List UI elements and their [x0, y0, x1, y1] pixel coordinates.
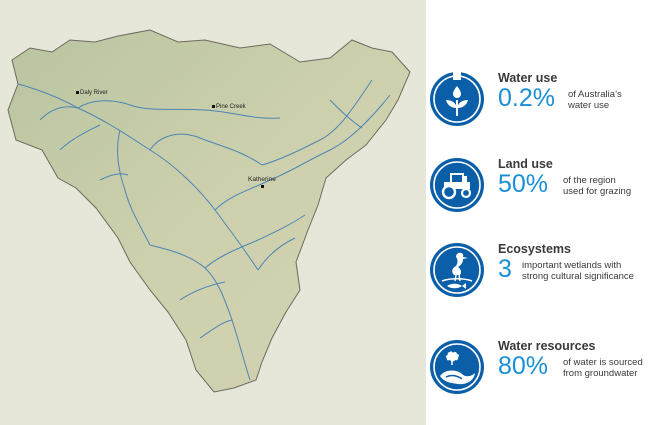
town-marker — [212, 104, 215, 108]
catchment-boundary — [7, 29, 411, 393]
stat-description-line1: of water is sourced — [563, 357, 643, 368]
tractor-icon — [430, 158, 484, 212]
town-daly-river: Daly River — [76, 90, 108, 96]
stat-water-resources: Water resources 80% of water is sourced f… — [426, 338, 670, 408]
stat-description: of Australia’s water use — [568, 89, 670, 111]
stat-land-use: Land use 50% of the region used for grazi… — [426, 156, 670, 226]
stat-description-line1: of Australia’s — [568, 89, 622, 100]
rivers — [17, 79, 391, 381]
stat-ecosystems: Ecosystems 3 important wetlands with stro… — [426, 241, 670, 311]
stat-description: important wetlands with strong cultural s… — [522, 260, 642, 282]
stat-description-line2: water use — [568, 100, 610, 111]
stat-description-line2: used for grazing — [563, 186, 632, 197]
town-marker — [261, 184, 264, 188]
tap-plant-icon — [430, 72, 484, 126]
town-name: Pine Creek — [216, 104, 246, 110]
town-name: Katherine — [248, 176, 276, 183]
groundwater-icon — [430, 340, 484, 394]
stat-title: Land use — [498, 157, 553, 171]
stat-description-line1: important wetlands with — [522, 260, 622, 271]
town-marker — [76, 90, 79, 94]
stat-value: 0.2% — [498, 84, 555, 112]
stat-description-line1: of the region — [563, 175, 616, 186]
town-name: Daly River — [80, 90, 108, 96]
heron-fish-icon — [430, 243, 484, 297]
stat-title: Water use — [498, 71, 558, 85]
stat-title: Water resources — [498, 339, 596, 353]
stat-description: of the region used for grazing — [563, 175, 670, 197]
stat-description-line2: from groundwater — [563, 368, 638, 379]
town-katherine: Katherine — [248, 176, 276, 190]
stat-value: 80% — [498, 352, 549, 380]
catchment-map-svg — [7, 29, 411, 393]
stat-water-use: Water use 0.2% of Australia’s water use — [426, 70, 670, 140]
stat-value: 50% — [498, 170, 549, 198]
catchment-map: Daly River Pine Creek Katherine — [0, 0, 426, 425]
stat-title: Ecosystems — [498, 242, 571, 256]
stats-panel: Water use 0.2% of Australia’s water use L… — [426, 0, 670, 425]
stat-value: 3 — [498, 255, 512, 283]
town-pine-creek: Pine Creek — [212, 104, 246, 110]
stat-description-line2: strong cultural significance — [522, 271, 634, 282]
stat-description: of water is sourced from groundwater — [563, 357, 670, 379]
